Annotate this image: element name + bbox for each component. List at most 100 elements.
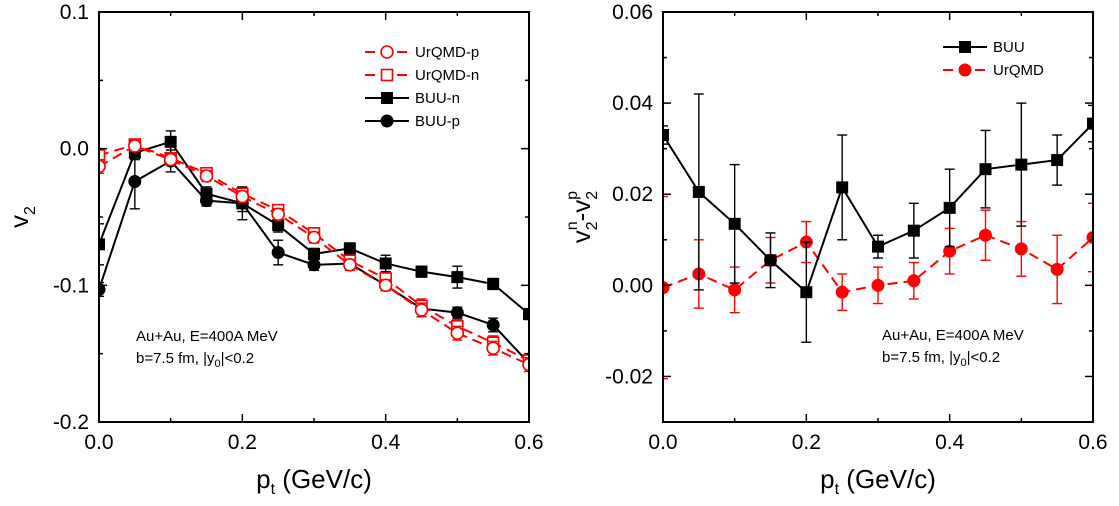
data-point [128,174,142,188]
data-point [450,306,464,320]
x-tick-label: 0.4 [935,431,965,454]
y-label-part: -v [566,200,596,222]
y-label-sub: 2 [584,191,601,200]
data-point [99,159,106,174]
data-point [1015,158,1028,171]
data-point [836,181,849,194]
x-label-sub: t [835,481,840,498]
x-label-main: p [256,464,270,494]
annotation-text: b=7.5 fm, |y [136,350,215,367]
x-tick-label: 0.6 [514,431,543,454]
data-point [414,303,429,317]
panel2-legend: BUU UrQMD [943,39,1044,79]
data-point [728,217,741,230]
y-label-sup: n [564,221,581,230]
y-tick-label: 0.1 [60,1,89,24]
data-point [378,278,393,293]
data-point [872,240,884,253]
panel2-y-axis-label: v2n-v2p [564,191,601,243]
data-point [163,152,178,167]
data-point [128,139,142,153]
annotation-sub: 0 [961,357,967,369]
data-point [379,257,392,270]
panel2-plot-area [663,93,1093,380]
data-point [308,247,320,260]
data-point [307,230,321,245]
data-point [272,219,285,232]
legend-label: BUU [993,39,1025,56]
panel2-annotation-line1: Au+Au, E=400A MeV [882,327,1024,344]
legend-marker [381,92,393,104]
legend-marker [959,41,971,53]
panel1-legend: UrQMD-p UrQMD-n BUU-n BUU-p [365,44,479,130]
data-point [728,283,742,297]
data-point [487,277,500,290]
legend-label: UrQMD [993,62,1044,79]
y-label-sub: 2 [584,221,601,230]
data-point [979,163,992,176]
data-point [907,224,920,237]
y-tick-label: -0.2 [53,411,89,434]
data-point [943,201,956,214]
y-tick-label: 0.06 [612,1,653,24]
data-point [1014,242,1028,256]
data-point [523,308,529,321]
data-point [99,282,106,296]
data-point [1051,154,1064,167]
y-tick-label: 0.02 [612,183,653,206]
legend-marker [380,114,394,128]
y-label-sub: 2 [22,206,39,215]
data-point [450,326,465,340]
x-tick-label: 0.0 [84,431,113,454]
legend-label: UrQMD-n [415,67,479,84]
y-label-main: v [4,215,34,228]
data-point [343,242,356,255]
x-tick-label: 0.2 [792,431,821,454]
panel1-series-buu-n [99,130,529,321]
y-tick-label: 0.0 [60,138,89,161]
panel1-plot-area [99,130,529,373]
y-label-part: v [566,230,596,243]
x-tick-label: 0.6 [1078,431,1107,454]
x-label-unit: (GeV/c) [839,464,936,494]
data-point [764,254,777,267]
y-tick-label: 0.04 [612,92,653,115]
data-point [99,149,106,162]
panel1-series-urqmd-p [99,139,529,373]
x-label-unit: (GeV/c) [275,464,372,494]
data-point [199,169,214,183]
panel2-x-axis-label: pt (GeV/c) [820,464,936,498]
panel2-series-buu [663,93,1093,343]
data-point [522,357,529,372]
data-point [164,135,177,148]
data-point [343,258,357,272]
panel2-series-urqmd [663,195,1093,380]
legend-marker [380,45,394,59]
data-point [307,258,321,272]
y-tick-label: -0.02 [605,365,653,388]
x-label-sub: t [271,481,276,498]
annotation-text: |<0.2 [967,349,1001,366]
data-point [271,207,285,222]
annotation-text: b=7.5 fm, |y [882,349,961,366]
legend-marker [958,63,972,77]
legend-label: BUU-p [415,113,460,130]
data-point [979,228,992,242]
data-point [871,278,885,292]
data-point [663,129,669,141]
data-point [1050,262,1064,276]
annotation-sub: 0 [215,358,221,370]
panel1-x-axis-label: pt (GeV/c) [256,464,372,498]
data-point [99,238,105,251]
x-tick-label: 0.0 [648,431,677,454]
annotation-text: |<0.2 [221,350,255,367]
data-point [692,185,705,198]
y-label-sup: p [564,191,581,200]
data-point [271,246,285,260]
legend-label: BUU-n [415,90,460,107]
data-point [451,271,464,284]
panel1-y-axis-label: v2 [4,206,39,228]
